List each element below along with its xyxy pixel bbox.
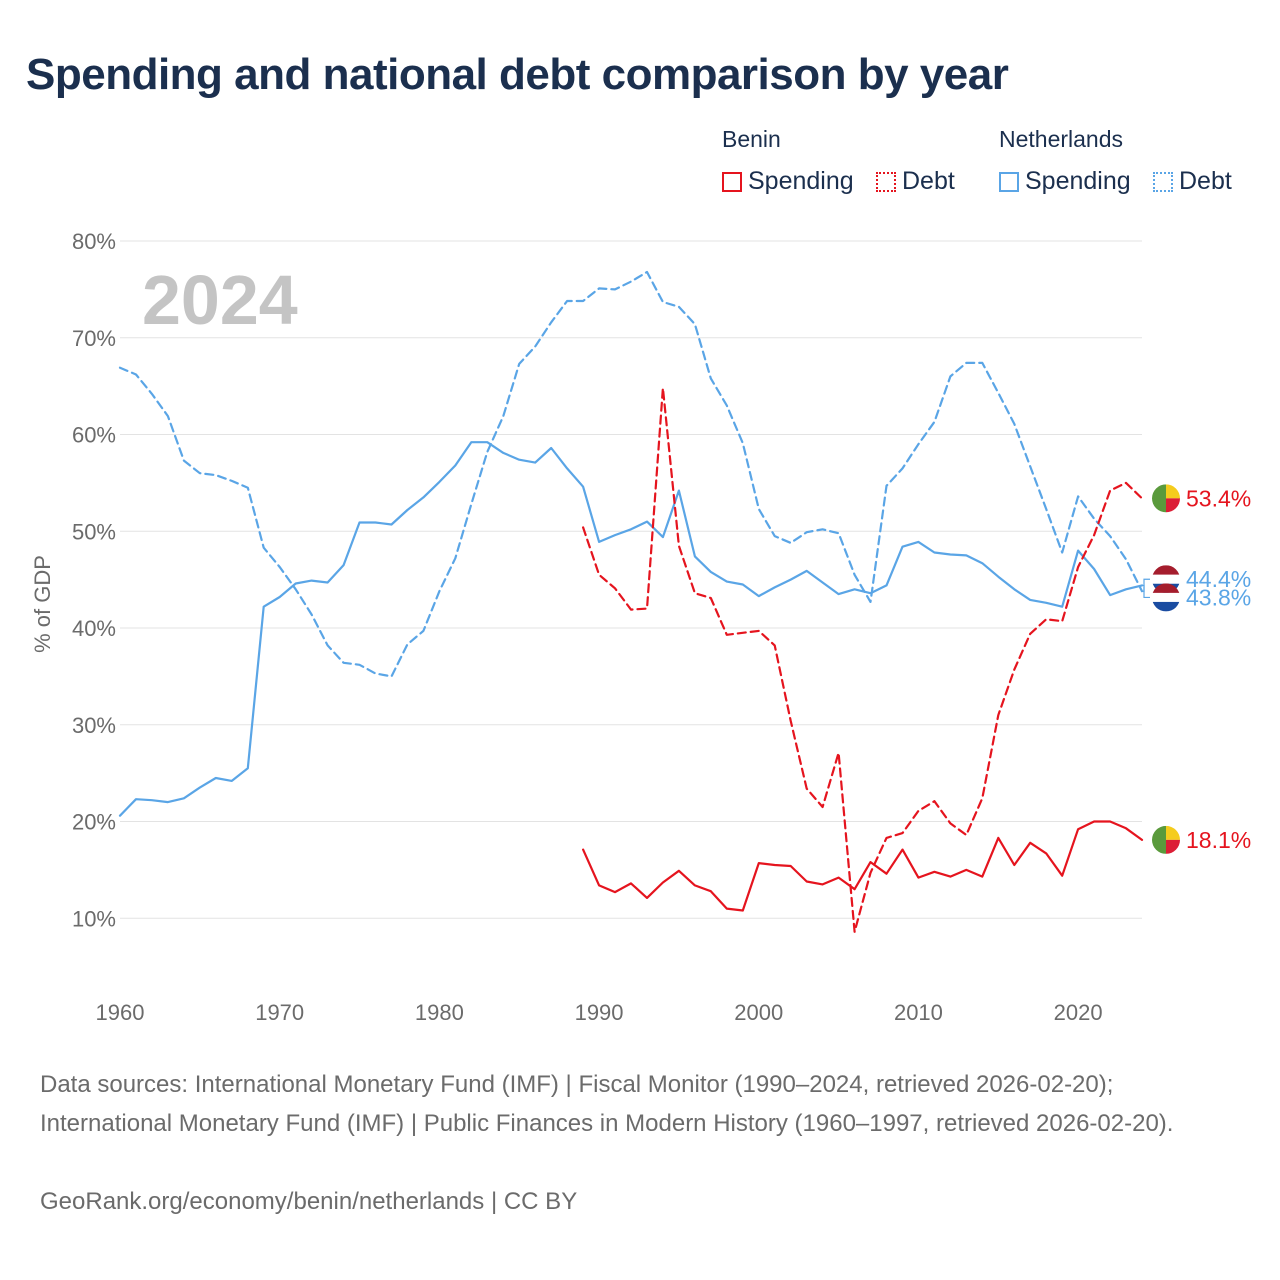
solid-swatch-icon [999, 171, 1019, 192]
line-chart: 10% 20% 30% 40% 50% 60% 70% 80% 1960 1970 1980 1990… [30, 229, 1251, 1025]
legend-group-netherlands: Netherlands [999, 126, 1124, 152]
x-tick-label: 1980 [415, 1000, 464, 1025]
y-tick-label: 70% [72, 326, 116, 351]
x-tick-label: 1990 [575, 1000, 624, 1025]
credit-link[interactable]: GeoRank.org/economy/benin/netherlands | … [40, 1188, 578, 1215]
solid-swatch-icon [722, 171, 742, 192]
benin-debt-end-label: 53.4% [1186, 485, 1251, 511]
x-tick-label: 1970 [255, 1000, 304, 1025]
y-tick-label: 20% [72, 810, 116, 835]
data-sources: Data sources: International Monetary Fun… [40, 1071, 1174, 1137]
legend-item-netherlands-spending[interactable]: Spending [999, 167, 1131, 196]
x-tick-label: 2000 [734, 1000, 783, 1025]
legend-label: Debt [902, 167, 955, 195]
benin-flag-icon [1152, 825, 1180, 854]
legend-item-benin-spending[interactable]: Spending [722, 167, 854, 196]
y-axis-label: % of GDP [30, 555, 55, 653]
x-tick-label: 2020 [1054, 1000, 1103, 1025]
netherlands-debt-line[interactable] [118, 270, 1144, 678]
benin-flag-icon [1152, 484, 1180, 513]
benin-spending-line[interactable] [581, 820, 1144, 912]
netherlands-flag-icon [1152, 583, 1180, 612]
x-tick-label: 2010 [894, 1000, 943, 1025]
netherlands-spending-end-label: 43.8% [1186, 584, 1251, 610]
y-tick-label: 30% [72, 713, 116, 738]
dotted-swatch-icon [876, 171, 896, 192]
legend-item-benin-debt[interactable]: Debt [876, 167, 955, 196]
gridlines [120, 240, 1142, 919]
netherlands-debt-end-label: 44.4% [1186, 566, 1251, 592]
end-labels: 53.4% 18.1% 44.4%43.8% [1142, 484, 1251, 854]
y-tick-label: 60% [72, 423, 116, 448]
chart-title: Spending and national debt comparison by… [26, 50, 1009, 99]
legend-label: Debt [1179, 167, 1232, 195]
series [118, 270, 1144, 933]
legend-group-benin: Benin [722, 126, 781, 152]
axes: 10% 20% 30% 40% 50% 60% 70% 80% 1960 1970 1980 1990… [72, 229, 1103, 1025]
dotted-swatch-icon [1153, 171, 1173, 192]
netherlands-spending-line[interactable] [118, 441, 1144, 817]
legend-item-netherlands-debt[interactable]: Debt [1153, 167, 1232, 196]
y-tick-label: 40% [72, 616, 116, 641]
benin-debt-line[interactable] [581, 387, 1144, 933]
y-tick-label: 10% [72, 906, 116, 931]
legend-label: Spending [748, 167, 854, 195]
y-tick-label: 80% [72, 229, 116, 254]
label-connector [1142, 584, 1150, 599]
x-tick-label: 1960 [96, 1000, 145, 1025]
legend-label: Spending [1025, 167, 1131, 195]
year-label: 2024 [142, 261, 298, 339]
y-tick-label: 50% [72, 519, 116, 544]
benin-spending-end-label: 18.1% [1186, 827, 1251, 853]
